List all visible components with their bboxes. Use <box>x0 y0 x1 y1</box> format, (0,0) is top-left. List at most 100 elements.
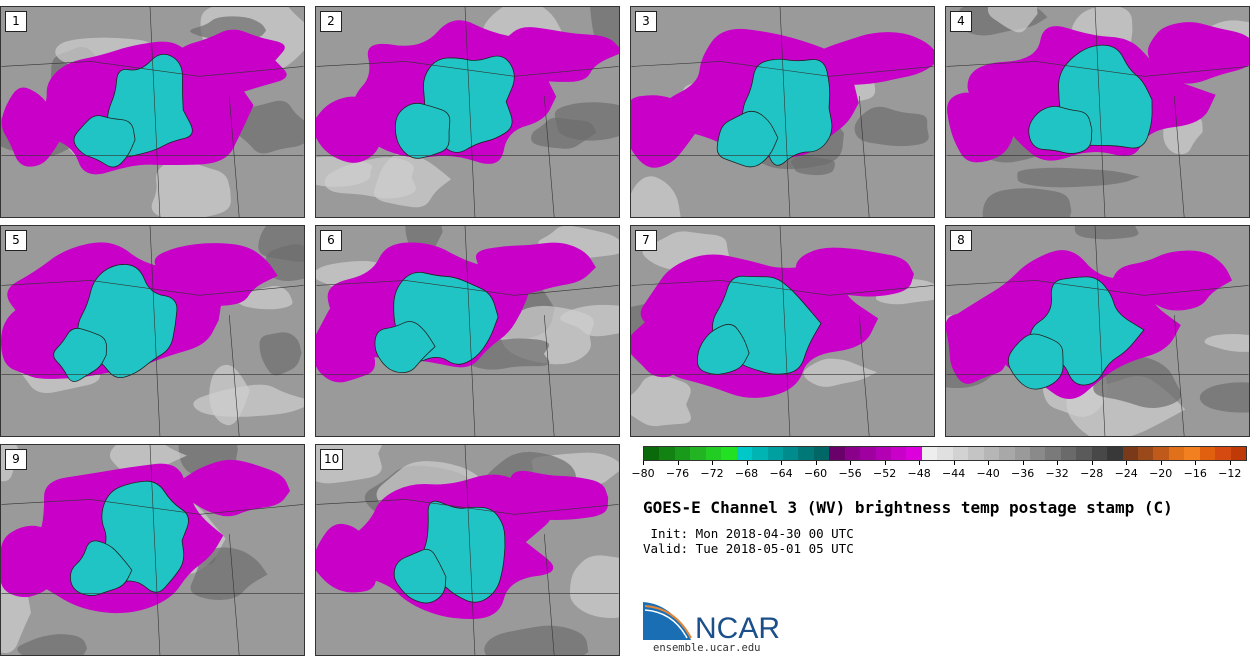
colorbar-segment <box>891 447 907 460</box>
ncar-logo-text: NCAR <box>695 612 780 644</box>
colorbar-segment <box>875 447 891 460</box>
stamp-map <box>316 7 619 217</box>
stamp-number: 8 <box>950 230 972 251</box>
colorbar-segment <box>952 447 969 460</box>
ncar-logo: NCAR <box>643 602 780 644</box>
colorbar-segment <box>860 447 876 460</box>
colorbar-tick-label: −32 <box>1045 467 1069 480</box>
colorbar-tick-label: −40 <box>976 467 1000 480</box>
colorbar-segment <box>721 447 737 460</box>
colorbar-tick <box>1126 461 1128 465</box>
colorbar-segment <box>1045 447 1061 460</box>
colorbar-tick <box>1229 461 1231 465</box>
colorbar-segment <box>937 447 953 460</box>
stamp-number: 1 <box>5 11 27 32</box>
colorbar-segment <box>844 447 861 460</box>
colorbar-segment <box>1060 447 1077 460</box>
state-boundaries <box>631 7 934 217</box>
stamp-panel: 6 <box>315 225 620 437</box>
colorbar-segment <box>1153 447 1169 460</box>
colorbar <box>643 446 1247 461</box>
colorbar-tick <box>953 461 955 465</box>
valid-time: Valid: Tue 2018-05-01 05 UTC <box>643 541 854 556</box>
colorbar-segment <box>1215 447 1231 460</box>
colorbar-tick-label: −44 <box>942 467 966 480</box>
colorbar-tick <box>677 461 679 465</box>
colorbar-segment <box>1091 447 1108 460</box>
colorbar-tick <box>850 461 852 465</box>
stamp-number: 3 <box>635 11 657 32</box>
colorbar-segment <box>690 447 706 460</box>
colorbar-tick-label: −36 <box>1011 467 1035 480</box>
colorbar-tick <box>1057 461 1059 465</box>
state-boundaries <box>946 226 1249 436</box>
colorbar-segment <box>1076 447 1092 460</box>
colorbar-segment <box>921 447 938 460</box>
stamp-map <box>1 7 304 217</box>
stamp-number: 6 <box>320 230 342 251</box>
colorbar-segment <box>1138 447 1154 460</box>
state-boundaries <box>316 226 619 436</box>
colorbar-segment <box>906 447 922 460</box>
plot-title: GOES-E Channel 3 (WV) brightness temp po… <box>643 498 1173 517</box>
stamp-number: 10 <box>320 449 344 470</box>
stamp-number: 4 <box>950 11 972 32</box>
colorbar-tick <box>1091 461 1093 465</box>
colorbar-segment <box>1029 447 1046 460</box>
colorbar-tick <box>988 461 990 465</box>
state-boundaries <box>946 7 1249 217</box>
colorbar-segment <box>644 447 660 460</box>
colorbar-segment <box>999 447 1015 460</box>
colorbar-tick <box>781 461 783 465</box>
colorbar-tick-label: −60 <box>803 467 828 480</box>
state-boundaries <box>631 226 934 436</box>
colorbar-segment <box>829 447 845 460</box>
colorbar-tick <box>746 461 748 465</box>
stamp-panel: 8 <box>945 225 1250 437</box>
colorbar-segment <box>1199 447 1216 460</box>
colorbar-tick-label: −48 <box>907 467 931 480</box>
colorbar-segment <box>798 447 814 460</box>
colorbar-tick-label: −24 <box>1114 467 1138 480</box>
init-time: Init: Mon 2018-04-30 00 UTC <box>643 526 854 541</box>
colorbar-segment <box>983 447 1000 460</box>
colorbar-segment <box>674 447 691 460</box>
stamp-map <box>631 226 934 436</box>
stamp-panel: 2 <box>315 6 620 218</box>
stamp-panel: 5 <box>0 225 305 437</box>
colorbar-segment <box>1184 447 1200 460</box>
colorbar-tick <box>1022 461 1024 465</box>
ncar-logo-mark <box>643 602 691 640</box>
stamp-map <box>946 226 1249 436</box>
colorbar-segment <box>1014 447 1030 460</box>
colorbar-segment <box>968 447 984 460</box>
colorbar-tick-label: −16 <box>1183 467 1207 480</box>
colorbar-tick <box>1160 461 1162 465</box>
stamp-panel: 3 <box>630 6 935 218</box>
colorbar-segment <box>782 447 799 460</box>
colorbar-tick-label: −52 <box>872 467 897 480</box>
colorbar-segment <box>752 447 768 460</box>
stamp-number: 9 <box>5 449 27 470</box>
state-boundaries <box>1 7 304 217</box>
stamp-number: 5 <box>5 230 27 251</box>
colorbar-tick-label: −68 <box>734 467 759 480</box>
colorbar-tick-label: −12 <box>1218 467 1242 480</box>
stamp-panel: 4 <box>945 6 1250 218</box>
colorbar-tick-label: −64 <box>769 467 793 480</box>
colorbar-tick-label: −56 <box>838 467 862 480</box>
colorbar-segment <box>659 447 675 460</box>
colorbar-segment <box>1230 447 1247 460</box>
stamp-panel: 9 <box>0 444 305 656</box>
state-boundaries <box>316 445 619 655</box>
stamp-map <box>1 445 304 655</box>
colorbar-segment <box>736 447 753 460</box>
stamp-map <box>631 7 934 217</box>
site-url: ensemble.ucar.edu <box>653 642 761 654</box>
stamp-panel: 10 <box>315 444 620 656</box>
colorbar-tick <box>712 461 714 465</box>
colorbar-tick-label: −20 <box>1149 467 1173 480</box>
stamp-map <box>946 7 1249 217</box>
colorbar-segment <box>1168 447 1185 460</box>
stamp-panel: 1 <box>0 6 305 218</box>
